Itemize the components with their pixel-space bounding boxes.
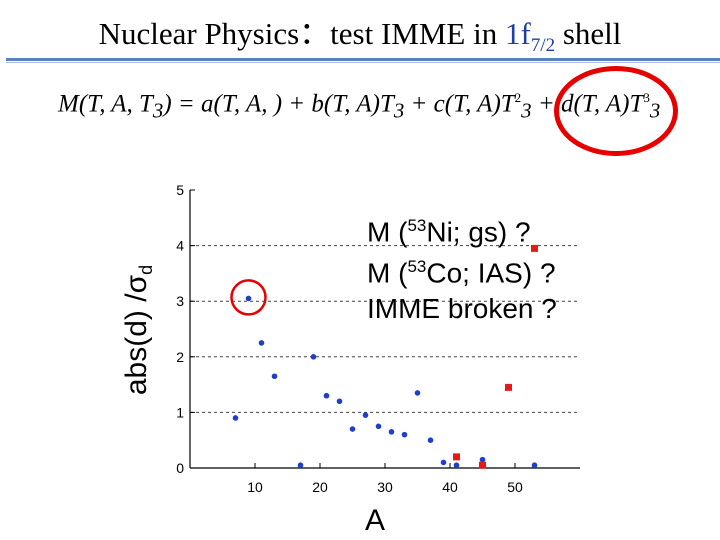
data-point-circle [375,423,382,430]
data-point-circle [401,431,408,438]
annotation-line-2: M (53Co; IAS) ? [367,249,557,290]
eq-lhs-end: ) = a(T, A, ) + b(T, A)T [163,90,394,118]
title-rule [6,58,720,61]
eq-t-sub-2: 3 [521,98,532,123]
grid-lines [190,245,580,413]
annotation-2-sup: 53 [407,257,427,277]
data-point-square [531,244,538,252]
eq-square: 2 [514,90,522,105]
data-point-circle [362,412,369,418]
annotation-2-post: Co; IAS) ? [426,257,556,289]
data-point-circle [258,340,265,346]
y-tick-label: 1 [176,404,184,420]
data-point-circle [479,456,486,463]
y-tick-label: 5 [176,182,184,198]
title-suffix: shell [555,16,622,51]
data-point-circle [245,295,252,302]
y-axis-label: abs(d) /σd [120,265,156,395]
eq-term-c: + c(T, A)T [404,90,515,118]
data-point-square [453,453,460,461]
annotation-3-text: IMME broken ? [367,292,557,324]
annotation-line-3: IMME broken ? [367,291,557,326]
highlight-ring [230,279,267,316]
data-point-circle [427,437,434,444]
data-point-circle [453,462,460,469]
annotation-1-post: Ni; gs) ? [426,216,531,248]
x-tick-label: 10 [247,479,263,495]
eq-lhs-sub: 3 [152,98,164,123]
data-point-circle [232,415,239,421]
y-axis-label-main: abs(d) /σ [120,274,153,395]
annotation-line-1: M (53Ni; gs) ? [367,208,557,249]
title-prefix: Nuclear Physics：test IMME in [98,16,505,51]
x-tick-label: 20 [312,479,328,495]
title-orbital-sub: 7/2 [530,35,556,57]
data-point-circle [297,462,304,469]
title-rule-thin [6,62,720,63]
data-point-circle [349,426,356,432]
y-tick-label: 4 [176,238,184,254]
data-point-square [479,461,486,469]
axes [189,189,580,469]
data-point-circle [531,462,538,469]
annotation-1-sup: 53 [407,216,427,235]
data-point-circle [388,429,395,435]
eq-lhs: M(T, A, T [58,90,153,118]
x-tick-label: 50 [507,479,523,495]
y-axis-label-sub: d [136,265,156,275]
eq-t-sub-1: 3 [393,98,405,123]
data-point-circle [271,373,278,380]
data-point-square [505,383,512,391]
annotation-2-pre: M ( [367,257,408,289]
x-axis-label: A [365,504,385,537]
equation-highlight-ring [554,66,678,156]
slide-title: Nuclear Physics：test IMME in 1f7/2 shell [0,8,720,57]
tick-labels: 0 1 2 3 4 5 10 20 30 40 50 [176,182,523,495]
data-point-circle [414,390,421,396]
title-orbital: 1f7/2 [504,16,555,56]
annotation-block: M (53Ni; gs) ? M (53Co; IAS) ? IMME brok… [367,208,557,326]
data-point-circle [440,459,447,466]
y-tick-label: 2 [176,349,184,365]
y-tick-label: 0 [176,460,184,476]
data-point-circle [323,392,330,399]
data-points [230,244,538,469]
annotation-1-pre: M ( [367,216,408,248]
data-point-circle [336,398,343,405]
x-tick-label: 40 [442,479,458,495]
x-tick-label: 30 [377,479,393,495]
data-point-circle [310,354,317,360]
title-orbital-letter: 1f [504,16,531,51]
y-tick-label: 3 [176,293,184,309]
